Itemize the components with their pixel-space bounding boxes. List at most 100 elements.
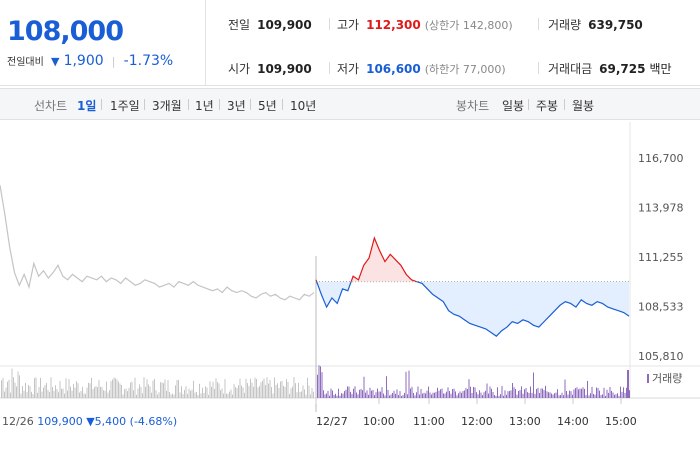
volume-bar — [554, 393, 555, 398]
volume-bar — [92, 389, 94, 398]
volume-stat: 거래량 639,750 — [548, 16, 643, 33]
volume-bar — [280, 381, 281, 398]
volume-bar — [422, 393, 423, 398]
volume-bar — [142, 393, 143, 398]
volume-bar — [551, 393, 552, 398]
volume-bar — [441, 388, 443, 398]
volume-bar — [194, 392, 196, 398]
volume-bar — [173, 394, 175, 398]
volume-bar — [560, 395, 561, 398]
volume-bar — [614, 394, 615, 398]
volume-bar — [289, 394, 290, 398]
volume-bar — [85, 394, 86, 398]
volume-bar — [446, 391, 447, 398]
x-tick-label: 12/27 — [316, 415, 348, 428]
volume-bar — [419, 394, 420, 398]
volume-bar — [479, 390, 480, 398]
volume-bar — [552, 394, 554, 398]
volume-bar — [435, 391, 437, 398]
volume-bar — [164, 379, 166, 398]
tab-period-1d[interactable]: 1일 — [77, 99, 97, 113]
volume-bar — [495, 395, 497, 398]
volume-bar — [293, 377, 295, 398]
volume-bar — [112, 379, 113, 398]
volume-bar — [152, 380, 154, 398]
volume-bar — [530, 386, 531, 398]
low-label: 저가 — [337, 62, 360, 76]
period-divider — [188, 99, 189, 110]
volume-bar — [389, 395, 390, 398]
volume-bar — [590, 393, 591, 398]
volume-bar — [341, 393, 342, 398]
volume-bar — [25, 382, 26, 398]
volume-bar — [71, 390, 73, 398]
volume-bar — [151, 392, 152, 398]
tab-period-3m[interactable]: 3개월 — [152, 99, 182, 113]
volume-bar — [423, 392, 425, 398]
volume-bar — [281, 380, 283, 398]
volume-bar — [139, 384, 140, 398]
volume-bar — [200, 393, 202, 398]
tab-candle-weekly[interactable]: 주봉 — [536, 99, 559, 113]
tab-candle-monthly[interactable]: 월봉 — [572, 99, 595, 113]
volume-bar — [52, 386, 53, 398]
volume-bar — [11, 368, 13, 398]
volume-bar — [268, 383, 269, 398]
volume-bar — [238, 385, 239, 398]
volume-bar — [191, 389, 193, 398]
volume-bar — [296, 392, 298, 398]
volume-bar — [518, 390, 519, 398]
volume-bar — [500, 394, 501, 398]
volume-bar — [348, 386, 350, 398]
volume-bar — [220, 390, 221, 398]
down-arrow-icon: ▼ — [50, 55, 60, 68]
volume-bar — [429, 392, 431, 398]
volume-bar — [534, 393, 536, 398]
period-divider — [101, 99, 102, 110]
volume-bar — [121, 385, 122, 398]
volume-bar — [375, 392, 377, 398]
volume-bar — [509, 391, 510, 398]
volume-bar — [242, 387, 244, 398]
volume-bar — [620, 386, 621, 398]
volume-bar — [196, 392, 197, 398]
volume-bar — [214, 388, 215, 398]
volume-bar — [416, 392, 417, 398]
tab-period-3y[interactable]: 3년 — [227, 99, 246, 113]
volume-bar — [329, 395, 330, 398]
volume-bar — [277, 383, 278, 398]
upper-limit: (상한가 142,800) — [424, 19, 513, 32]
volume-bar — [438, 390, 440, 398]
volume-bar — [594, 394, 596, 398]
volume-bar — [130, 382, 131, 398]
volume-bar — [326, 393, 327, 398]
volume-bar — [61, 388, 62, 398]
volume-bar — [513, 387, 515, 398]
volume-bar — [366, 390, 368, 398]
volume-bar — [271, 387, 272, 398]
volume-bar — [410, 388, 411, 398]
volume-bar — [241, 385, 242, 398]
volume-bar — [307, 377, 308, 398]
tab-period-1y[interactable]: 1년 — [195, 99, 214, 113]
volume-bar — [283, 385, 284, 398]
volume-bar — [323, 390, 324, 398]
volume-bar — [597, 387, 599, 398]
volume-bar — [206, 387, 208, 398]
volume-bar — [572, 394, 573, 398]
volume-bar — [230, 389, 232, 398]
tab-period-10y[interactable]: 10년 — [290, 99, 317, 113]
prev-day-series — [0, 185, 315, 301]
volume-bar — [405, 371, 407, 398]
tab-period-1w[interactable]: 1주일 — [110, 99, 140, 113]
volume-bar — [227, 393, 229, 398]
volume-bar — [136, 394, 137, 398]
tab-period-5y[interactable]: 5년 — [258, 99, 277, 113]
volume-bar — [304, 389, 305, 398]
volume-bar — [359, 389, 360, 398]
tab-candle-daily[interactable]: 일봉 — [502, 99, 525, 113]
volume-bar — [65, 378, 67, 398]
volume-bar — [265, 385, 266, 398]
volume-bar — [629, 390, 630, 398]
period-divider — [564, 99, 565, 110]
